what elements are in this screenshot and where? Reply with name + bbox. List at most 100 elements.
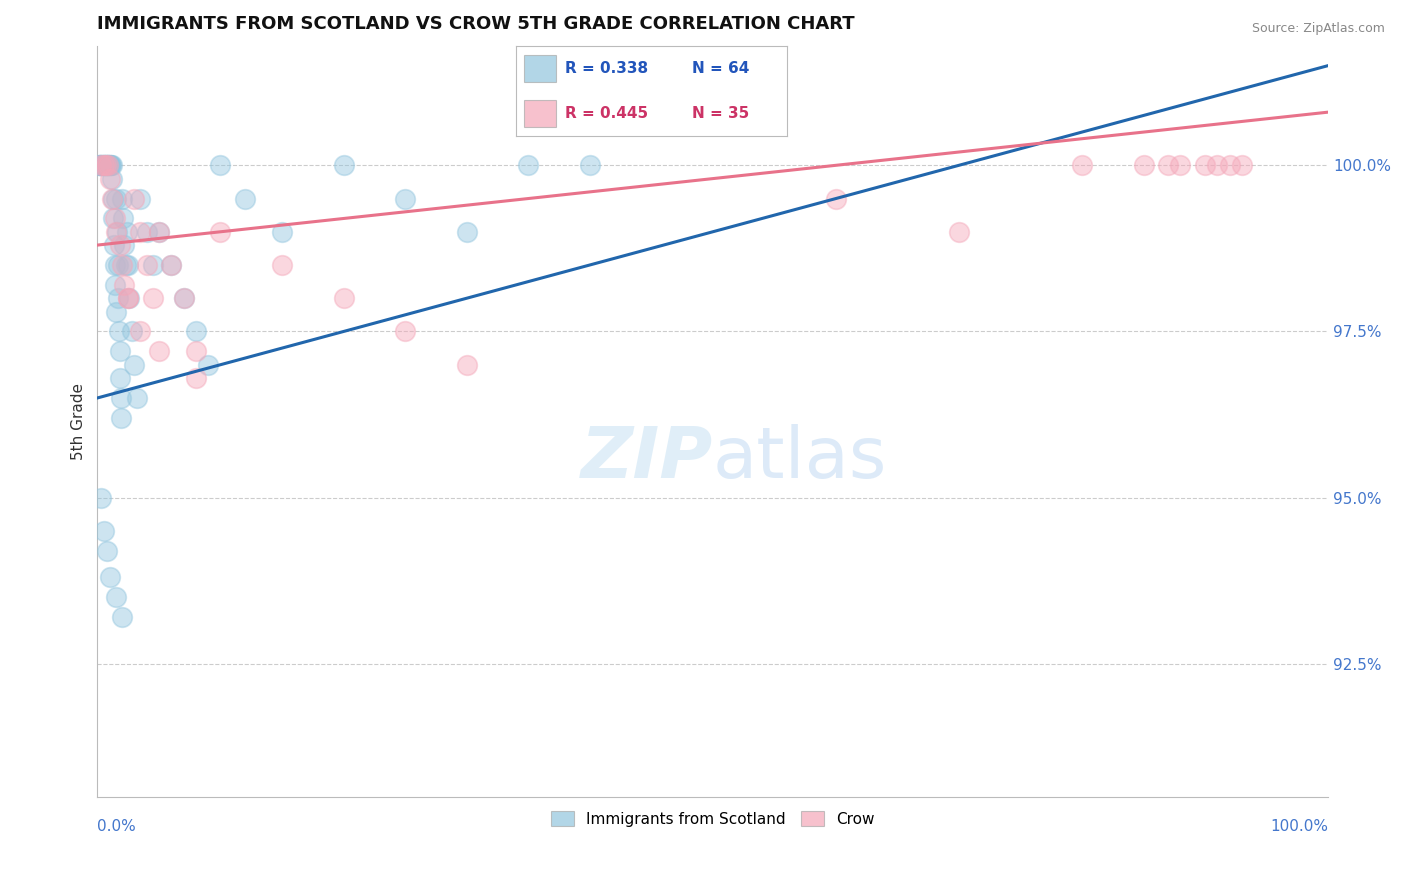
- Point: [118, 291, 141, 305]
- Point: [100, 158, 122, 172]
- Point: [112, 277, 135, 292]
- Point: [184, 344, 207, 359]
- Point: [105, 192, 128, 206]
- Point: [90, 158, 112, 172]
- Point: [108, 344, 131, 359]
- Point: [114, 258, 136, 272]
- Point: [108, 371, 131, 385]
- Point: [111, 610, 134, 624]
- Text: ZIP: ZIP: [581, 425, 713, 493]
- Point: [98, 570, 121, 584]
- Point: [271, 258, 294, 272]
- Point: [1132, 158, 1154, 172]
- Point: [1157, 158, 1180, 172]
- Point: [94, 158, 117, 172]
- Point: [103, 211, 125, 226]
- Point: [98, 158, 121, 172]
- Point: [173, 291, 195, 305]
- Point: [129, 325, 152, 339]
- Point: [104, 591, 127, 605]
- Point: [160, 258, 183, 272]
- Point: [112, 238, 135, 252]
- Point: [142, 258, 165, 272]
- Point: [117, 291, 139, 305]
- Point: [1219, 158, 1241, 172]
- Point: [93, 158, 115, 172]
- Point: [91, 158, 114, 172]
- Point: [101, 171, 124, 186]
- Point: [332, 291, 354, 305]
- Point: [824, 192, 846, 206]
- Point: [332, 158, 354, 172]
- Point: [111, 192, 134, 206]
- Point: [104, 277, 127, 292]
- Point: [209, 158, 232, 172]
- Point: [1170, 158, 1192, 172]
- Point: [110, 391, 132, 405]
- Point: [233, 192, 256, 206]
- Point: [129, 192, 152, 206]
- Text: 100.0%: 100.0%: [1270, 820, 1329, 834]
- Point: [148, 225, 170, 239]
- Point: [1194, 158, 1216, 172]
- Point: [111, 258, 134, 272]
- Point: [90, 158, 112, 172]
- Text: 0.0%: 0.0%: [97, 820, 136, 834]
- Point: [107, 258, 129, 272]
- Point: [89, 158, 111, 172]
- Text: Source: ZipAtlas.com: Source: ZipAtlas.com: [1251, 22, 1385, 36]
- Point: [148, 344, 170, 359]
- Point: [89, 158, 111, 172]
- Point: [124, 358, 146, 372]
- Point: [184, 371, 207, 385]
- Point: [578, 158, 600, 172]
- Point: [271, 225, 294, 239]
- Point: [91, 158, 114, 172]
- Point: [184, 325, 207, 339]
- Point: [90, 158, 112, 172]
- Point: [93, 158, 115, 172]
- Point: [94, 158, 117, 172]
- Point: [456, 358, 478, 372]
- Point: [105, 225, 128, 239]
- Point: [90, 491, 112, 505]
- Point: [517, 158, 540, 172]
- Point: [96, 158, 118, 172]
- Point: [1230, 158, 1253, 172]
- Point: [160, 258, 183, 272]
- Point: [97, 158, 120, 172]
- Point: [98, 158, 121, 172]
- Point: [94, 158, 117, 172]
- Point: [110, 411, 132, 425]
- Point: [96, 158, 118, 172]
- Point: [129, 225, 152, 239]
- Point: [125, 391, 148, 405]
- Point: [394, 192, 416, 206]
- Point: [108, 238, 131, 252]
- Point: [89, 158, 111, 172]
- Point: [108, 325, 131, 339]
- Point: [103, 238, 125, 252]
- Point: [97, 158, 120, 172]
- Point: [115, 225, 138, 239]
- Point: [135, 258, 157, 272]
- Legend: Immigrants from Scotland, Crow: Immigrants from Scotland, Crow: [543, 803, 882, 834]
- Point: [117, 258, 139, 272]
- Text: atlas: atlas: [713, 425, 887, 493]
- Point: [394, 325, 416, 339]
- Text: IMMIGRANTS FROM SCOTLAND VS CROW 5TH GRADE CORRELATION CHART: IMMIGRANTS FROM SCOTLAND VS CROW 5TH GRA…: [97, 15, 855, 33]
- Point: [87, 158, 110, 172]
- Point: [98, 158, 121, 172]
- Point: [100, 158, 122, 172]
- Point: [142, 291, 165, 305]
- Point: [121, 325, 143, 339]
- Point: [98, 171, 121, 186]
- Point: [173, 291, 195, 305]
- Point: [1071, 158, 1094, 172]
- Point: [96, 544, 118, 558]
- Point: [124, 192, 146, 206]
- Point: [456, 225, 478, 239]
- Point: [107, 291, 129, 305]
- Point: [93, 158, 115, 172]
- Point: [1206, 158, 1229, 172]
